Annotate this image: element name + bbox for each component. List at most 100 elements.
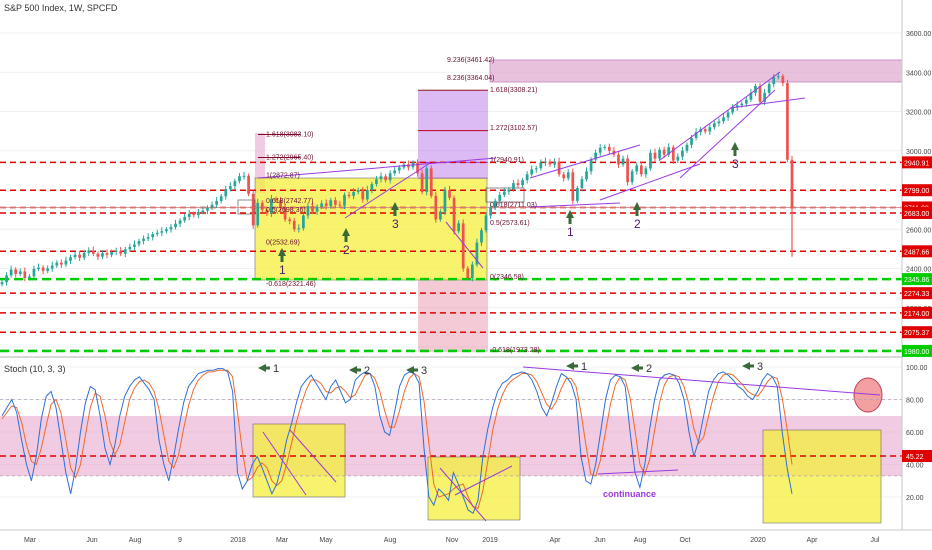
time-axis[interactable]: Mar Jun Aug 9 2018 Mar May Aug Nov 2019 Apr Jun Aug O… bbox=[24, 537, 880, 544]
candle-body bbox=[507, 189, 511, 192]
stoch-trend-top[interactable] bbox=[522, 366, 881, 396]
fib-label-left: 1.618(3083.10) bbox=[266, 131, 313, 138]
candle-body bbox=[356, 190, 360, 192]
candle-body bbox=[703, 129, 707, 132]
fib-label-left: -0.618(2321.46) bbox=[266, 281, 316, 288]
stoch-tick: 60.00 bbox=[906, 430, 924, 437]
trendline-2019-channel[interactable] bbox=[599, 163, 701, 201]
trendline-2018-top[interactable] bbox=[257, 157, 497, 179]
candle-body bbox=[776, 76, 780, 78]
time-label: Mar bbox=[276, 537, 289, 544]
candle-body bbox=[41, 267, 45, 271]
candle-body bbox=[781, 76, 785, 84]
stoch-trend-1[interactable] bbox=[262, 431, 307, 496]
candle-body bbox=[786, 83, 789, 160]
fib-label-right: 0.618(2711.03) bbox=[490, 202, 537, 209]
candle-body bbox=[201, 210, 205, 212]
wave-label: 2 bbox=[634, 217, 641, 231]
candle-body bbox=[142, 238, 145, 242]
time-label: Mar bbox=[24, 537, 37, 544]
fib-label-left: 1(2872.87) bbox=[266, 173, 300, 180]
candle-body bbox=[607, 146, 611, 151]
time-label: Apr bbox=[550, 537, 562, 544]
stoch-wave-label: 2 bbox=[646, 363, 652, 375]
stoch-circle-marker[interactable] bbox=[853, 377, 883, 413]
trendline-2019-top[interactable] bbox=[529, 144, 641, 179]
candle-body bbox=[717, 121, 721, 124]
candle-body bbox=[183, 216, 187, 221]
trendline-2020-break[interactable] bbox=[729, 97, 806, 109]
level-tag-label: 2799.00 bbox=[904, 188, 929, 195]
candle-body bbox=[726, 112, 730, 118]
candle-body bbox=[137, 241, 141, 245]
fib-label-right: 0.5(2573.61) bbox=[490, 220, 530, 227]
candle-body bbox=[461, 223, 465, 269]
up-arrow-icon bbox=[633, 202, 641, 216]
candle-body bbox=[91, 250, 95, 254]
candle-body bbox=[617, 154, 620, 165]
stoch-d-line bbox=[1, 369, 793, 510]
stoch-wave-label: 2 bbox=[364, 365, 370, 377]
candle-body bbox=[0, 282, 4, 285]
trendline-2019-wedge[interactable] bbox=[679, 89, 776, 179]
trendlines bbox=[257, 71, 806, 269]
candle-body bbox=[151, 234, 155, 238]
candle-body bbox=[155, 232, 159, 235]
candle-body bbox=[571, 172, 575, 201]
candle-body bbox=[676, 156, 680, 161]
stoch-trend-3[interactable] bbox=[439, 467, 487, 522]
candle-body bbox=[101, 253, 104, 257]
candle-body bbox=[557, 161, 561, 175]
stoch-trend-2[interactable] bbox=[289, 429, 337, 483]
candle-body bbox=[123, 249, 127, 254]
candle-body bbox=[484, 215, 488, 231]
candle-body bbox=[439, 211, 442, 220]
candle-body bbox=[133, 244, 136, 247]
time-label: 2019 bbox=[482, 537, 498, 544]
candle-body bbox=[713, 123, 716, 128]
stoch-tick: 100.00 bbox=[906, 365, 928, 372]
candle-body bbox=[662, 149, 666, 155]
left-arrow-icon bbox=[349, 366, 361, 374]
candle-body bbox=[174, 223, 177, 228]
candle-body bbox=[315, 206, 319, 212]
trendline-2019-channel2[interactable] bbox=[659, 71, 781, 161]
candle-body bbox=[749, 92, 753, 100]
stoch-trend-continuance[interactable] bbox=[597, 469, 679, 475]
candle-body bbox=[283, 207, 287, 220]
left-arrow-icon bbox=[566, 362, 578, 370]
candle-body bbox=[28, 276, 31, 278]
stoch-trend-4[interactable] bbox=[454, 465, 513, 496]
candle-body bbox=[82, 252, 86, 258]
trendline-2018-fall[interactable] bbox=[445, 221, 484, 269]
candle-body bbox=[685, 144, 689, 151]
purple-zone-fib[interactable] bbox=[418, 91, 488, 179]
wave-label: 1 bbox=[567, 225, 574, 239]
fib-label-right: -0.618(1973.28) bbox=[490, 347, 540, 354]
candle-body bbox=[470, 264, 474, 279]
level-tag-label: 2174.00 bbox=[904, 311, 929, 318]
trendline-2019-low[interactable] bbox=[529, 202, 621, 208]
candle-body bbox=[160, 231, 164, 233]
candle-body bbox=[32, 268, 36, 277]
trendline-2018-rise[interactable] bbox=[344, 162, 431, 219]
candle-body bbox=[238, 176, 241, 182]
candle-body bbox=[630, 171, 634, 183]
left-arrow-icon bbox=[631, 364, 643, 372]
pink-zone-top[interactable] bbox=[489, 59, 903, 83]
level-tag-label: 2345.86 bbox=[904, 277, 929, 284]
candle-body bbox=[260, 202, 264, 210]
fib-lines bbox=[258, 89, 488, 163]
candle-body bbox=[96, 253, 100, 257]
drawing-zones bbox=[237, 59, 903, 352]
candle-body bbox=[114, 250, 118, 252]
candle-body bbox=[443, 190, 447, 212]
candle-body bbox=[110, 251, 113, 255]
level-tag bbox=[902, 206, 932, 219]
price-axis[interactable] bbox=[902, 0, 932, 357]
candle-body bbox=[224, 189, 228, 197]
candle-body bbox=[87, 250, 91, 253]
candle-body bbox=[525, 174, 529, 181]
level-tag-label: 1980.00 bbox=[904, 349, 929, 356]
